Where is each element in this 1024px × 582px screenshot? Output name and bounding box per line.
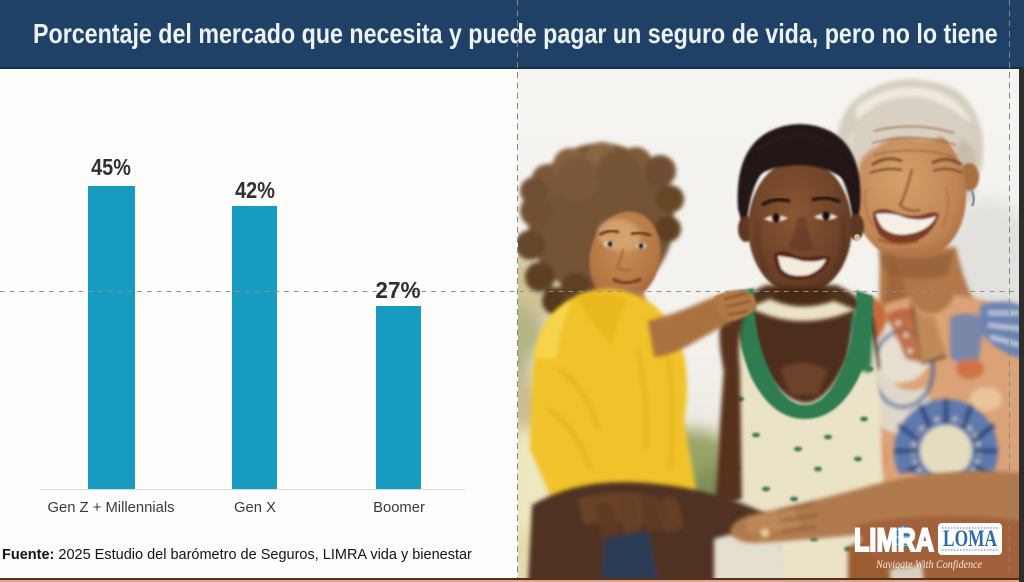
svg-text:LIMRA: LIMRA <box>854 522 934 558</box>
svg-text:Navigate With Confidence: Navigate With Confidence <box>875 557 982 571</box>
svg-text:LOMA: LOMA <box>943 526 997 551</box>
